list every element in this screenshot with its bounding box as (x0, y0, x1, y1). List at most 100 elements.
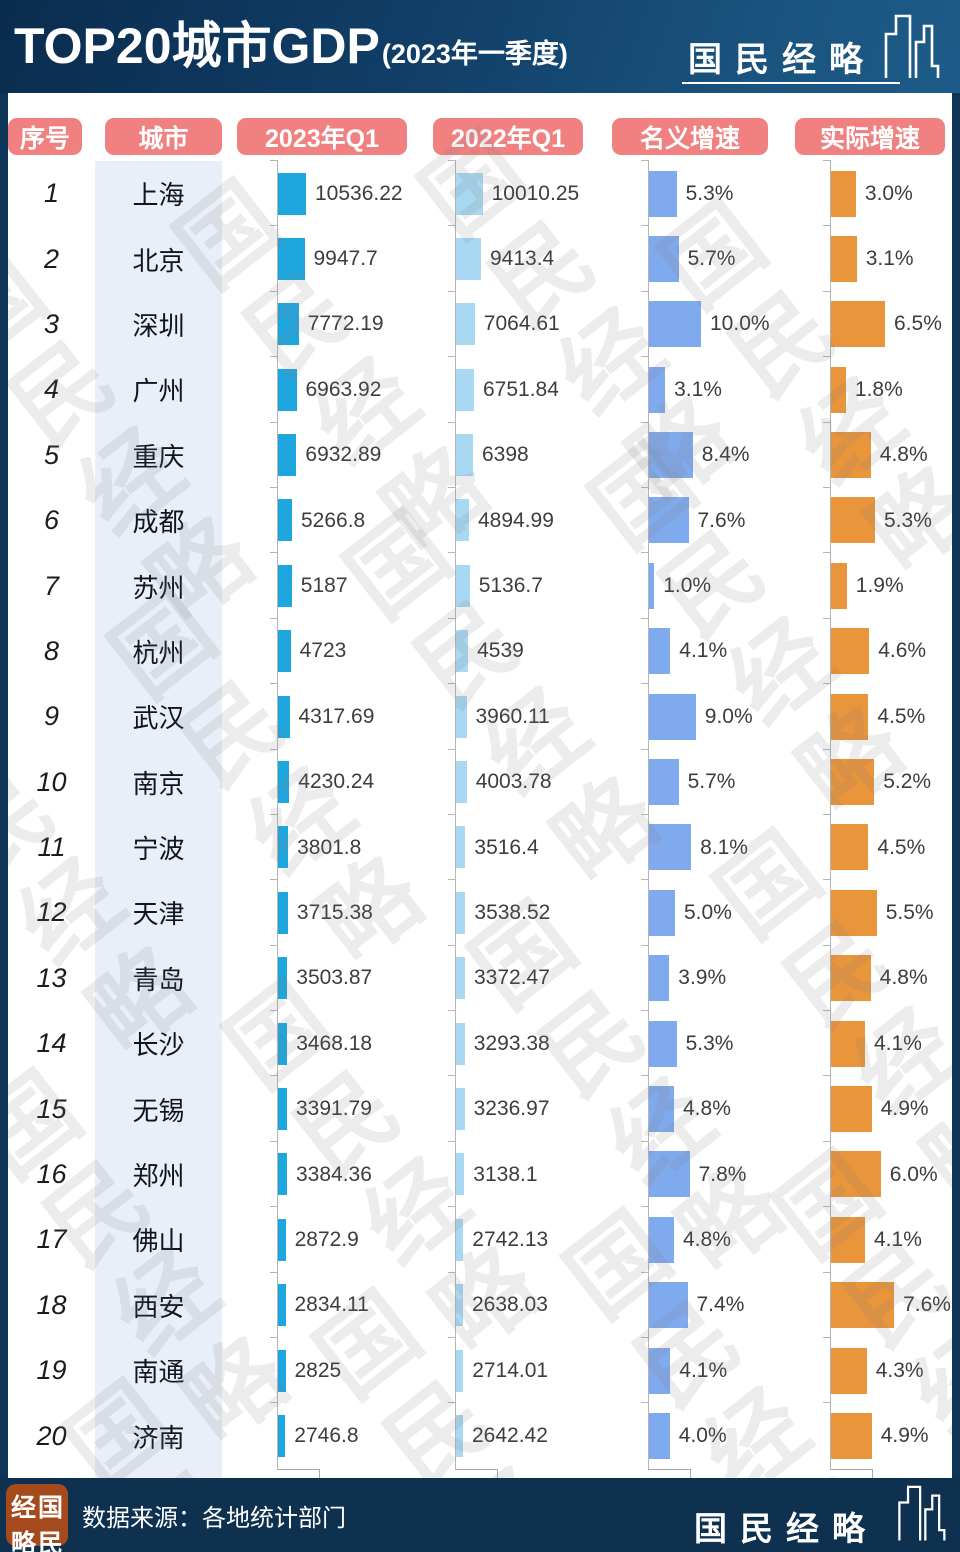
real-growth-chart-cell: 4.3% (823, 1337, 952, 1404)
nominal-growth-value: 5.7% (687, 247, 736, 271)
real-growth-bar (831, 366, 846, 413)
gdp2022-chart-cell: 3960.11 (448, 683, 611, 750)
table-row: 10 南京 4230.24 4003.78 5.7% 5.2% (8, 748, 952, 815)
city-name: 郑州 (95, 1141, 222, 1208)
spacer (222, 1076, 277, 1141)
rank-label: 14 (36, 1028, 67, 1059)
spacer (433, 946, 455, 1011)
gdp2022-value: 3138.1 (473, 1162, 538, 1186)
nominal-growth-value: 4.1% (679, 639, 728, 663)
gdp2023-value: 2834.11 (294, 1293, 369, 1317)
gdp2022-chart-cell: 3538.52 (448, 879, 611, 946)
city-name: 广州 (95, 357, 222, 423)
real-growth-value: 3.1% (865, 247, 914, 271)
gdp2023-bar (278, 1414, 286, 1457)
gdp2022-bar (456, 1284, 463, 1327)
nominal-growth-value: 10.0% (710, 312, 770, 336)
nominal-growth-chart-cell: 5.7% (641, 748, 794, 815)
gdp2023-chart-cell: 4317.69 (270, 683, 433, 750)
gdp2022-value: 3293.38 (473, 1031, 550, 1055)
nominal-growth-chart-cell: 7.8% (641, 1140, 794, 1208)
real-growth-value: 5.5% (885, 900, 934, 924)
gdp2022-bar (456, 368, 474, 411)
city-name: 南京 (95, 749, 222, 815)
nominal-growth-chart-cell: 3.9% (641, 944, 794, 1012)
real-growth-chart-cell: 3.0% (823, 159, 952, 227)
gdp2023-value: 4230.24 (298, 770, 375, 794)
gdp2023-bar (278, 303, 299, 346)
gdp2023-value: 5187 (300, 574, 348, 598)
gdp2023-bar (278, 1218, 286, 1261)
table-row: 1 上海 10536.22 10010.25 5.3% 3.0% (8, 159, 952, 227)
gdp2022-chart-cell: 3236.97 (448, 1075, 611, 1142)
table-row: 15 无锡 3391.79 3236.97 4.8% 4.9% (8, 1075, 952, 1142)
spacer (611, 1338, 648, 1403)
real-growth-bar (831, 301, 885, 348)
gdp2023-bar (278, 1153, 287, 1196)
spacer (611, 946, 648, 1011)
column-headers: 序号 城市 2023年Q1 2022年Q1 名义增速 实际增速 (8, 118, 952, 155)
nominal-growth-value: 5.3% (685, 1031, 734, 1055)
spacer (794, 815, 830, 880)
gdp2023-chart-cell: 2872.9 (270, 1206, 433, 1273)
real-growth-value: 4.3% (875, 1358, 924, 1382)
gdp2022-chart-cell: 3516.4 (448, 813, 611, 881)
spacer (433, 1403, 455, 1468)
city-name: 宁波 (95, 814, 222, 881)
table-row: 6 成都 5266.8 4894.99 7.6% 5.3% (8, 486, 952, 554)
rank-label: 17 (36, 1224, 67, 1255)
city-name: 无锡 (95, 1076, 222, 1142)
rank-label: 10 (36, 766, 67, 797)
spacer (433, 357, 455, 422)
table-row: 11 宁波 3801.8 3516.4 8.1% 4.5% (8, 813, 952, 881)
real-growth-value: 4.9% (880, 1424, 929, 1448)
real-growth-value: 4.5% (877, 704, 926, 728)
gdp2023-bar (278, 957, 288, 1000)
rank-label: 4 (43, 374, 60, 405)
spacer (611, 357, 648, 422)
table-row: 4 广州 6963.92 6751.84 3.1% 1.8% (8, 356, 952, 423)
spacer (433, 684, 455, 749)
real-growth-chart-cell: 4.9% (823, 1075, 952, 1142)
nominal-growth-chart-cell: 1.0% (641, 552, 794, 619)
rank-label: 20 (36, 1420, 67, 1451)
spacer (433, 1011, 455, 1076)
nominal-growth-chart-cell: 10.0% (641, 290, 794, 358)
spacer (433, 226, 455, 291)
gdp2023-bar (278, 172, 306, 215)
spacer (794, 1207, 830, 1272)
gdp2023-value: 10536.22 (315, 181, 403, 205)
gdp2023-value: 6963.92 (305, 377, 382, 401)
spacer (611, 292, 648, 357)
column-header-rank: 序号 (8, 118, 82, 155)
nominal-growth-chart-cell: 8.4% (641, 421, 794, 488)
spacer (794, 357, 830, 422)
gdp2023-bar (278, 826, 289, 869)
spacer (794, 1142, 830, 1207)
gdp2022-value: 2638.03 (472, 1293, 548, 1317)
table-row: 2 北京 9947.7 9413.4 5.7% 3.1% (8, 225, 952, 292)
real-growth-chart-cell: 7.6% (823, 1271, 952, 1339)
nominal-growth-bar (649, 759, 679, 806)
spacer (611, 619, 648, 684)
seal-char: 国 (37, 1494, 63, 1522)
gdp2023-value: 4317.69 (298, 704, 375, 728)
nominal-growth-bar (649, 1085, 674, 1132)
gdp2023-value: 2872.9 (294, 1227, 359, 1251)
spacer (433, 488, 455, 553)
page-footer: 经国略民 数据来源：各地统计部门 国民经略 (0, 1478, 960, 1552)
gdp2023-chart-cell: 3391.79 (270, 1075, 433, 1142)
gdp2022-chart-cell: 2742.13 (448, 1206, 611, 1273)
table-row: 16 郑州 3384.36 3138.1 7.8% 6.0% (8, 1140, 952, 1208)
real-growth-bar (831, 432, 871, 479)
nominal-growth-bar (649, 1020, 677, 1067)
column-header-real: 实际增速 (795, 118, 945, 155)
city-name: 深圳 (95, 291, 222, 358)
footer-brand-name: 国民经略 (694, 1510, 878, 1547)
spacer (222, 1011, 277, 1076)
spacer (433, 1273, 455, 1338)
spacer (794, 880, 830, 945)
page-title: TOP20城市GDP (14, 18, 380, 74)
gdp2022-bar (456, 303, 475, 346)
spacer (222, 292, 277, 357)
